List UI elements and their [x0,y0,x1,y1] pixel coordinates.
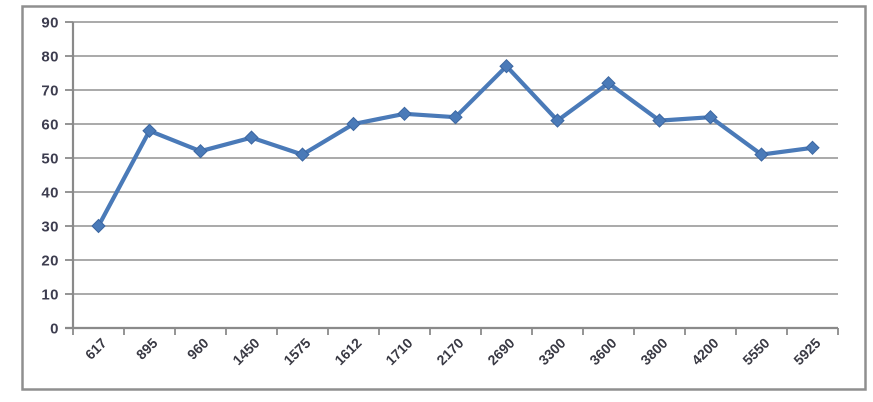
y-axis-label: 90 [41,15,59,32]
data-point-marker [142,123,157,139]
y-axis-label: 70 [41,83,59,100]
data-point-marker [91,218,106,234]
y-axis-label: 10 [41,287,59,304]
data-point-marker [448,109,463,125]
data-point-marker [805,140,820,156]
data-point-marker [499,58,514,74]
y-axis-label: 80 [41,49,59,66]
y-axis-label: 30 [41,219,59,236]
data-point-marker [601,75,616,91]
chart-frame [21,5,867,391]
data-point-marker [346,116,361,132]
data-point-marker [397,106,412,122]
data-point-marker [652,113,667,128]
data-point-marker [295,147,310,162]
y-axis-label: 50 [41,151,59,168]
data-point-marker [550,113,565,128]
data-point-marker [754,147,769,162]
y-axis-label: 0 [50,321,59,338]
y-axis-label: 20 [41,253,59,270]
data-point-marker [244,130,259,145]
data-point-marker [703,109,718,125]
y-axis-label: 60 [41,117,59,134]
data-point-marker [193,143,208,159]
y-axis-label: 40 [41,185,59,202]
